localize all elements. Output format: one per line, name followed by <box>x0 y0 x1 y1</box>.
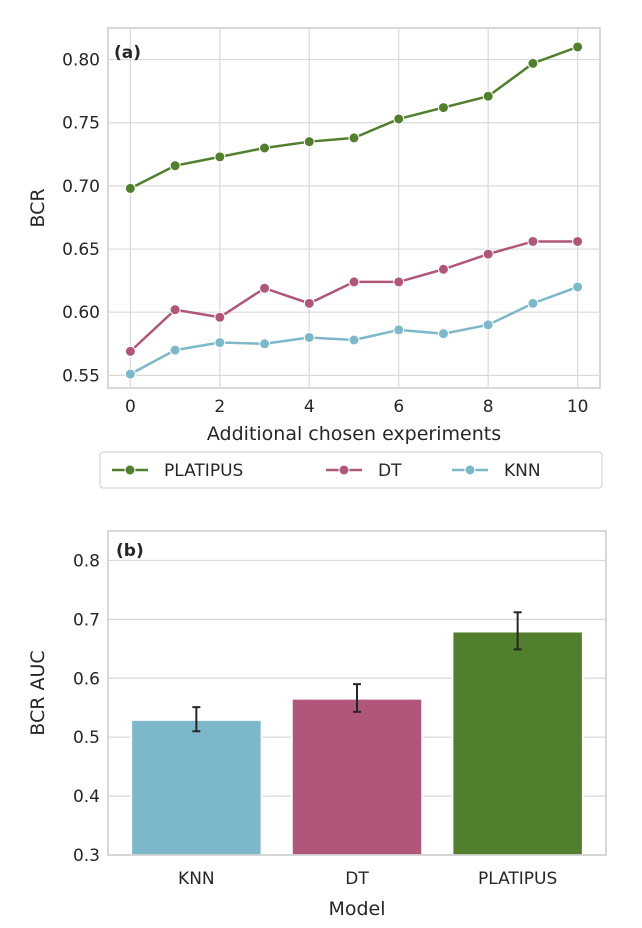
data-point-knn <box>482 319 494 331</box>
error-bar-platipus <box>513 611 522 651</box>
data-point-platipus <box>437 102 449 114</box>
x-axis-label-b: Model <box>328 898 385 920</box>
y-tick-label: 0.65 <box>62 240 100 260</box>
legend-item-knn: KNN <box>452 461 541 481</box>
y-tick-label: 0.6 <box>73 669 100 689</box>
bar-platipus <box>451 630 584 856</box>
x-tick-label: 2 <box>214 397 225 417</box>
data-point-knn <box>214 337 226 349</box>
x-tick-label: 10 <box>567 397 589 417</box>
data-point-platipus <box>169 160 181 172</box>
data-point-platipus <box>124 182 136 194</box>
data-point-dt <box>482 248 494 260</box>
bar-knn <box>130 719 263 856</box>
y-tick-label: 0.7 <box>73 610 100 630</box>
data-point-knn <box>124 368 136 380</box>
data-point-dt <box>348 276 360 288</box>
legend-label: KNN <box>504 461 541 481</box>
data-point-knn <box>393 324 405 336</box>
line-chart-a: 0 2 4 6 8 10 0.55 0.60 0.65 0.70 0.75 0.80 (a) Addi… <box>27 27 603 489</box>
plot-frame-b <box>107 530 607 856</box>
data-point-dt <box>169 304 181 316</box>
y-tick-label: 0.70 <box>62 177 100 197</box>
y-tick-label: 0.5 <box>73 728 100 748</box>
legend: PLATIPUS DT KNN <box>99 451 603 489</box>
y-tick-label: 0.3 <box>73 846 100 866</box>
x-tick-label: 8 <box>483 397 494 417</box>
data-point-platipus <box>572 41 584 53</box>
data-point-knn <box>572 281 584 293</box>
panel-label-b: (b) <box>116 541 144 561</box>
y-tick-label: 0.8 <box>73 551 100 571</box>
legend-item-platipus: PLATIPUS <box>112 461 243 481</box>
x-tick-label: 4 <box>304 397 315 417</box>
data-point-platipus <box>393 113 405 125</box>
data-point-platipus <box>303 136 315 148</box>
data-point-dt <box>259 282 271 294</box>
y-axis-label-b: BCR AUC <box>27 650 49 735</box>
y-tick-label: 0.60 <box>62 303 100 323</box>
data-point-dt <box>437 263 449 275</box>
data-point-dt <box>214 311 226 323</box>
data-point-knn <box>169 344 181 356</box>
data-point-knn <box>303 331 315 343</box>
data-point-knn <box>259 338 271 350</box>
plot-frame-a <box>107 27 601 389</box>
y-tick-label: 0.55 <box>62 366 100 386</box>
panel-label-a: (a) <box>114 43 141 63</box>
series-line-knn <box>129 285 579 376</box>
legend-item-dt: DT <box>326 461 402 481</box>
y-tick-label: 0.4 <box>73 787 100 807</box>
legend-label: PLATIPUS <box>164 461 243 481</box>
x-tick-label: 6 <box>393 397 404 417</box>
data-point-dt <box>527 235 539 247</box>
y-axis-label-a: BCR <box>27 188 49 227</box>
legend-label: DT <box>378 461 402 481</box>
data-point-knn <box>527 297 539 309</box>
error-bar-dt <box>353 683 361 713</box>
x-tick-label: KNN <box>178 869 215 889</box>
x-tick-label: DT <box>345 869 369 889</box>
error-bar-knn <box>192 706 201 733</box>
x-tick-label: PLATIPUS <box>478 869 557 889</box>
data-point-platipus <box>214 151 226 163</box>
series-line-platipus <box>129 45 579 190</box>
data-point-platipus <box>348 132 360 144</box>
data-point-platipus <box>482 90 494 102</box>
x-axis-label-a: Additional chosen experiments <box>207 423 501 445</box>
x-tick-label: 0 <box>125 397 136 417</box>
data-point-dt <box>572 235 584 247</box>
y-tick-label: 0.80 <box>62 51 100 71</box>
data-point-knn <box>437 328 449 340</box>
data-point-platipus <box>259 142 271 154</box>
data-point-dt <box>124 345 136 357</box>
data-point-dt <box>393 276 405 288</box>
data-point-dt <box>303 297 315 309</box>
data-point-platipus <box>527 57 539 69</box>
data-point-knn <box>348 334 360 346</box>
bar-dt <box>291 698 423 856</box>
bar-chart-b: 0.3 0.4 0.5 0.6 0.7 0.8 KNN DT PLATIPUS (b) Mode… <box>27 530 607 920</box>
y-tick-label: 0.75 <box>62 114 100 134</box>
